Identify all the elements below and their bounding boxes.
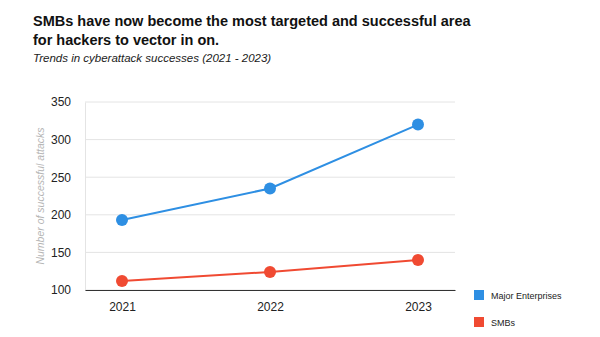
series-line: [122, 260, 418, 281]
legend-swatch: [474, 317, 484, 327]
chart-title: SMBs have now become the most targeted a…: [33, 12, 473, 50]
legend-label: SMBs: [491, 318, 516, 328]
y-axis-line: [85, 103, 86, 291]
series-point: [116, 275, 128, 287]
y-tick-label: 300: [51, 133, 71, 147]
grid-line: [85, 139, 455, 140]
grid-line: [85, 290, 455, 291]
series-point: [264, 266, 276, 278]
y-tick: 100: [51, 283, 85, 297]
x-tick-label: 2022: [257, 300, 284, 314]
grid-line: [85, 177, 455, 178]
grid-line: [85, 102, 455, 103]
y-tick: 200: [51, 208, 85, 222]
y-tick-label: 100: [51, 283, 71, 297]
y-tick-label: 350: [51, 95, 71, 109]
series-point: [412, 254, 424, 266]
series-point: [264, 182, 276, 194]
x-tick: 2021: [109, 290, 136, 314]
legend-item: SMBs: [474, 317, 516, 328]
x-tick-label: 2021: [109, 300, 136, 314]
x-tick-label: 2023: [405, 300, 432, 314]
legend-label: Major Enterprises: [491, 291, 562, 301]
grid: [85, 102, 455, 290]
chart-subtitle: Trends in cyberattack successes (2021 - …: [33, 52, 271, 64]
series-line: [122, 125, 418, 221]
legend: Major Enterprises SMBs: [474, 290, 562, 328]
y-tick: 300: [51, 133, 85, 147]
grid-line: [85, 252, 455, 253]
x-axis-line: [86, 290, 456, 291]
y-tick: 350: [51, 95, 85, 109]
y-tick-label: 250: [51, 171, 71, 185]
y-axis-title: Number of successful attacks: [34, 127, 46, 265]
x-tick: 2022: [257, 290, 284, 314]
y-tick: 150: [51, 246, 85, 260]
x-axis: 2021 2022 2023: [86, 290, 456, 314]
plot-marks: [116, 119, 424, 287]
legend-item: Major Enterprises: [474, 290, 562, 301]
y-tick: 250: [51, 171, 85, 185]
chart-svg: 100 150 200 250 300 350 2021 2022 2023 Number of …: [0, 0, 600, 337]
y-tick-label: 150: [51, 246, 71, 260]
series-point: [116, 214, 128, 226]
legend-swatch: [474, 290, 484, 300]
y-tick-label: 200: [51, 208, 71, 222]
x-tick: 2023: [405, 290, 432, 314]
y-axis: 100 150 200 250 300 350: [51, 95, 86, 297]
series-point: [412, 119, 424, 131]
